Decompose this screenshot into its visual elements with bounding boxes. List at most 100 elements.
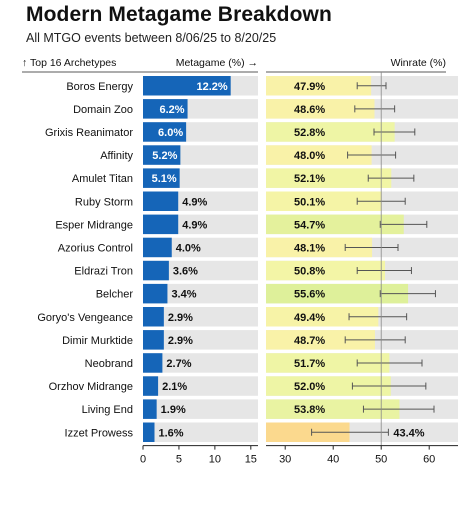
winrate-value-label: 50.8% xyxy=(294,266,325,278)
winrate-tick-label: 30 xyxy=(279,454,291,466)
archetype-label: Esper Midrange xyxy=(55,219,133,231)
archetype-label: Living End xyxy=(82,404,133,416)
metagame-value-label: 2.1% xyxy=(162,381,187,393)
archetype-row: Living End 1.9% 53.8% xyxy=(82,399,458,419)
chart-title: Modern Metagame Breakdown xyxy=(26,3,332,26)
winrate-value-label: 48.7% xyxy=(294,335,325,347)
metagame-value-label: 2.7% xyxy=(166,358,191,370)
winrate-error-bar xyxy=(348,313,408,321)
metagame-value-label: 1.6% xyxy=(159,427,184,439)
archetype-row: Amulet Titan 5.1% 52.1% xyxy=(72,168,458,188)
metagame-bar xyxy=(143,330,164,350)
winrate-error-bar xyxy=(379,220,428,228)
metagame-bar xyxy=(143,191,179,211)
metagame-track xyxy=(143,422,258,442)
archetype-label: Dimir Murktide xyxy=(62,335,133,347)
archetype-row: Belcher 3.4% 55.6% xyxy=(96,283,458,304)
archetype-label: Izzet Prowess xyxy=(65,427,134,439)
winrate-bar xyxy=(266,330,375,350)
metagame-value-label: 3.6% xyxy=(173,266,198,278)
metagame-track xyxy=(143,330,258,350)
winrate-bar xyxy=(266,145,372,165)
winrate-value-label: 54.7% xyxy=(294,219,325,231)
metagame-tick-label: 0 xyxy=(140,454,146,466)
metagame-tick-label: 10 xyxy=(209,454,221,466)
winrate-error-bar xyxy=(351,382,427,390)
winrate-error-bar xyxy=(354,105,396,113)
winrate-bar xyxy=(266,214,404,235)
metagame-tick-label: 15 xyxy=(245,454,257,466)
metagame-bar xyxy=(143,353,163,373)
winrate-axis-label: Winrate (%) xyxy=(391,57,446,69)
winrate-bar xyxy=(266,76,372,96)
winrate-bar xyxy=(266,237,373,258)
winrate-value-label: 52.1% xyxy=(294,173,325,185)
archetype-label: Grixis Reanimator xyxy=(45,127,133,139)
archetype-label: Affinity xyxy=(100,150,133,162)
archetype-row: Eldrazi Tron 3.6% 50.8% xyxy=(74,260,458,281)
winrate-bar xyxy=(266,399,400,419)
metagame-track xyxy=(143,307,258,327)
winrate-value-label: 53.8% xyxy=(294,404,325,416)
winrate-error-bar xyxy=(311,428,389,436)
winrate-bar xyxy=(266,283,409,304)
archetype-row: Boros Energy 12.2% 47.9% xyxy=(66,76,458,96)
winrate-error-bar xyxy=(362,405,435,413)
winrate-bar xyxy=(266,99,375,119)
winrate-error-bar xyxy=(356,359,423,367)
metagame-track xyxy=(143,399,258,419)
winrate-error-bar xyxy=(347,151,397,159)
archetype-label: Boros Energy xyxy=(66,81,133,93)
winrate-value-label: 51.7% xyxy=(294,358,325,370)
winrate-value-label: 48.0% xyxy=(294,150,325,162)
archetype-label: Belcher xyxy=(96,289,134,301)
winrate-tick-label: 40 xyxy=(327,454,339,466)
winrate-value-label: 48.6% xyxy=(294,104,325,116)
winrate-bar xyxy=(266,122,395,142)
metagame-bar xyxy=(143,99,188,119)
winrate-error-bar xyxy=(367,174,415,182)
winrate-tick-label: 60 xyxy=(423,454,435,466)
metagame-bar xyxy=(143,214,179,235)
metagame-bar xyxy=(143,399,157,419)
metagame-value-label: 1.9% xyxy=(161,404,186,416)
archetype-row: Ruby Storm 4.9% 50.1% xyxy=(75,191,458,211)
winrate-bar xyxy=(266,307,379,327)
metagame-value-label: 2.9% xyxy=(168,312,193,324)
archetype-row: Grixis Reanimator 6.0% 52.8% xyxy=(45,122,458,142)
archetype-label: Ruby Storm xyxy=(75,196,133,208)
metagame-value-label: 4.9% xyxy=(182,196,207,208)
winrate-value-label: 55.6% xyxy=(294,289,325,301)
winrate-error-bar xyxy=(373,128,416,136)
winrate-bar xyxy=(266,260,386,281)
metagame-bar xyxy=(143,422,155,442)
metagame-bar xyxy=(143,145,181,165)
winrate-value-label: 52.8% xyxy=(294,127,325,139)
winrate-value-label: 52.0% xyxy=(294,381,325,393)
metagame-track xyxy=(143,260,258,281)
winrate-value-label: 50.1% xyxy=(294,196,325,208)
archetype-row: Izzet Prowess 1.6% 43.4% xyxy=(65,422,458,442)
archetype-label: Amulet Titan xyxy=(72,173,133,185)
winrate-error-bar xyxy=(344,243,399,251)
metagame-value-label: 6.2% xyxy=(159,104,184,116)
archetype-row: Esper Midrange 4.9% 54.7% xyxy=(55,214,458,235)
metagame-track xyxy=(143,376,258,396)
metagame-bar xyxy=(143,168,180,188)
archetype-row: Azorius Control 4.0% 48.1% xyxy=(58,237,458,258)
metagame-axis-label: Metagame (%) → xyxy=(176,57,258,69)
metagame-track xyxy=(143,283,258,304)
winrate-bar xyxy=(266,353,390,373)
winrate-tick-label: 50 xyxy=(375,454,387,466)
metagame-bar xyxy=(143,260,169,281)
metagame-bar xyxy=(143,376,159,396)
archetype-label: Neobrand xyxy=(85,358,133,370)
archetype-label: Eldrazi Tron xyxy=(74,266,133,278)
archetype-row: Affinity 5.2% 48.0% xyxy=(100,145,458,165)
archetype-label: Domain Zoo xyxy=(73,104,133,116)
metagame-bar xyxy=(143,237,172,258)
metagame-value-label: 6.0% xyxy=(158,127,183,139)
winrate-error-bar xyxy=(356,267,412,275)
winrate-bar xyxy=(266,191,382,211)
